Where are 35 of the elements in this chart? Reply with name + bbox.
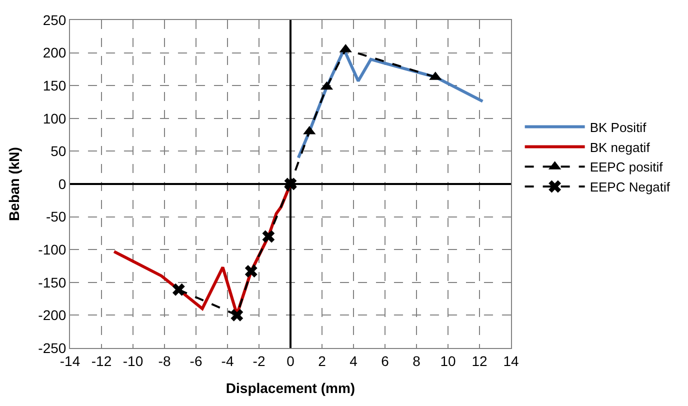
point xyxy=(172,283,185,296)
point xyxy=(284,178,297,190)
legend-label: BK negatif xyxy=(590,140,650,155)
y-tick-label: 0 xyxy=(58,176,66,192)
x-tick-label: -12 xyxy=(91,352,112,369)
x-tick-label: 8 xyxy=(412,352,421,369)
y-tick-label: -200 xyxy=(38,307,66,324)
x-tick-label: -8 xyxy=(158,352,171,369)
x-tick-label: 0 xyxy=(286,352,295,369)
x-tick-label: -4 xyxy=(221,352,234,369)
x-tick-label: 12 xyxy=(472,352,488,369)
point xyxy=(262,230,275,243)
x-tick-label: -6 xyxy=(190,352,202,369)
legend-label: EEPC positif xyxy=(590,160,664,175)
y-tick-label: -100 xyxy=(38,242,66,258)
legend-label: EEPC Negatif xyxy=(590,180,670,195)
x-tick-label: 10 xyxy=(440,352,456,369)
x-tick-label: 2 xyxy=(318,352,326,369)
x-tick-label: -10 xyxy=(122,352,144,369)
legend-label: BK Positif xyxy=(590,120,647,135)
x-tick-label: 4 xyxy=(350,352,358,369)
y-tick-label: -150 xyxy=(38,274,66,290)
x-tick-label: 14 xyxy=(503,352,519,369)
point xyxy=(230,308,244,322)
x-axis-title: Displacement (mm) xyxy=(226,380,356,396)
y-tick-label: 200 xyxy=(42,44,66,61)
x-tick-label: 6 xyxy=(381,352,390,369)
y-tick-label: 150 xyxy=(42,78,66,94)
x-tick-label: -2 xyxy=(252,352,266,369)
y-tick-label: 50 xyxy=(50,143,66,160)
y-tick-label: -50 xyxy=(46,208,66,225)
point xyxy=(244,265,258,278)
y-tick-label: 250 xyxy=(42,12,66,28)
y-axis-title: Beban (kN) xyxy=(6,147,22,221)
y-tick-label: 100 xyxy=(42,110,66,126)
